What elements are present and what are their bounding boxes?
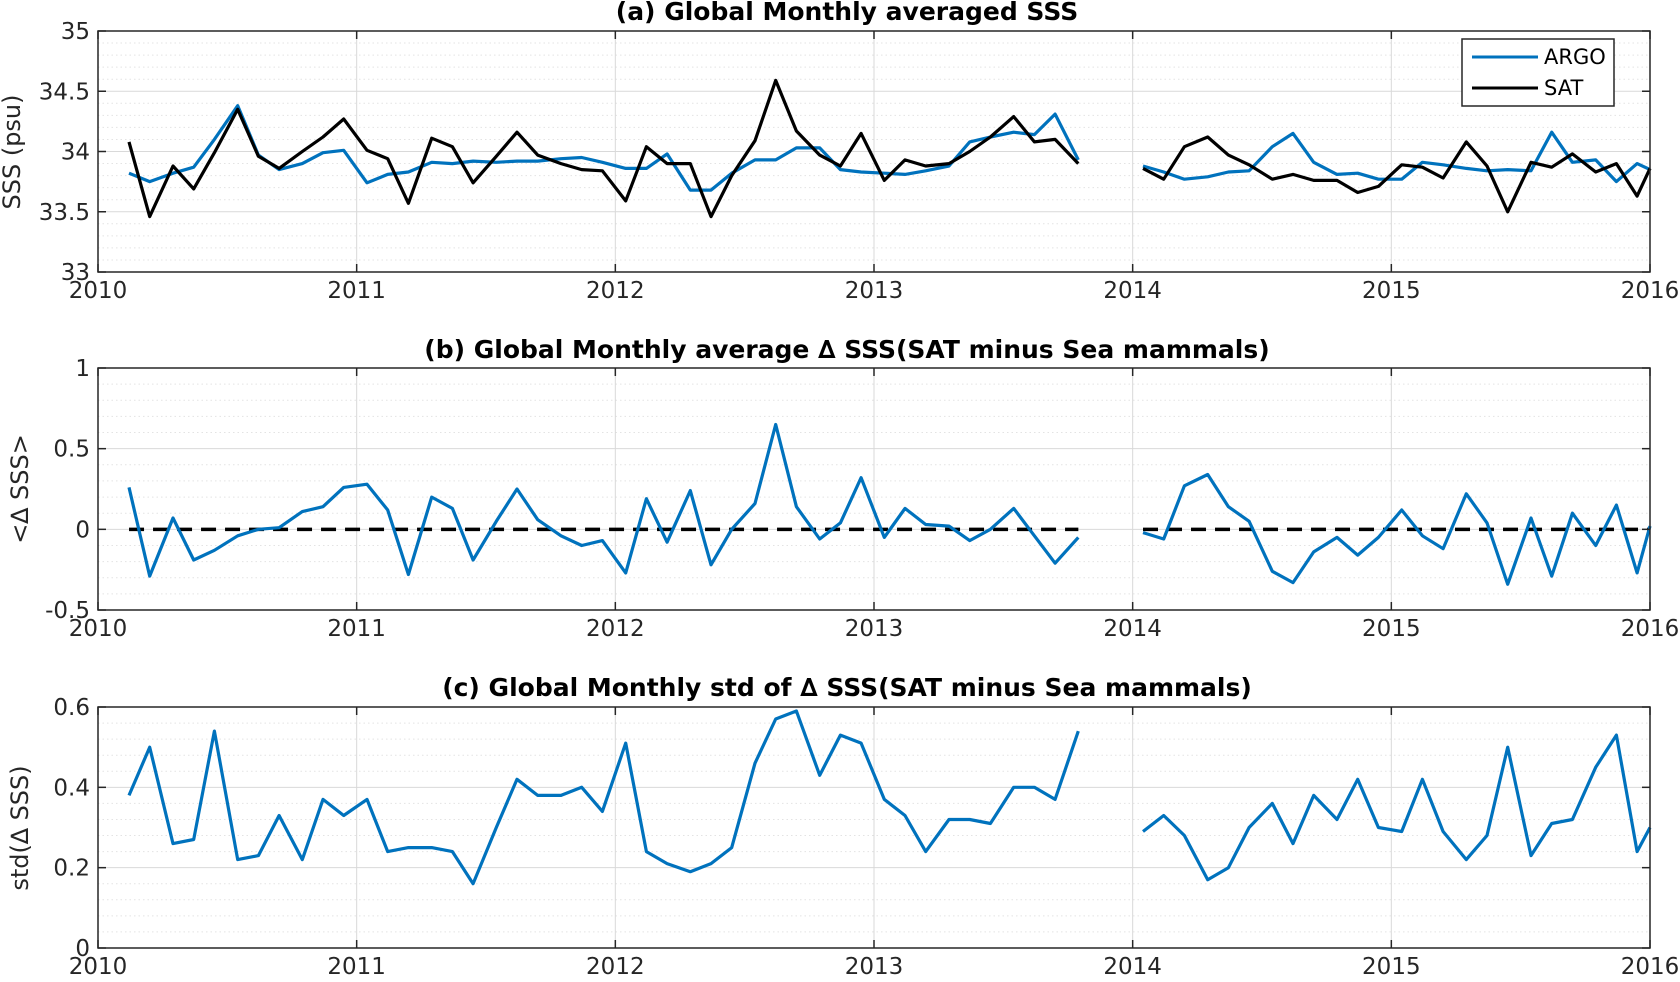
panel-a-legend: ARGO SAT: [1461, 38, 1615, 107]
x-tick-label: 2011: [327, 954, 386, 980]
y-tick-label: 0: [75, 517, 90, 543]
legend-box: [1461, 38, 1615, 107]
y-tick-label: 0.5: [53, 437, 90, 463]
x-tick-label: 2014: [1103, 954, 1162, 980]
series-line-delta-1: [127, 422, 1652, 586]
x-tick-label: 2012: [586, 954, 645, 980]
x-tick-label: 2015: [1362, 278, 1421, 304]
panel-a-ylabel: SSS (psu): [0, 94, 26, 209]
y-tick-label: 0.4: [53, 775, 90, 801]
x-tick-label: 2011: [327, 616, 386, 642]
panel-b-title: (b) Global Monthly average ∆ SSS(SAT min…: [424, 335, 1269, 364]
y-tick-label: 34: [61, 140, 90, 166]
x-tick-label: 2014: [1103, 278, 1162, 304]
x-tick-label: 2013: [845, 616, 904, 642]
panel-c-plot: 2010 2011 2012 2013 2014 2015 2016 0 0.2 0.4 0.6: [53, 695, 1679, 980]
panel-a-title: (a) Global Monthly averaged SSS: [616, 0, 1078, 26]
series-line-sat: [127, 78, 1652, 219]
y-tick-label: -0.5: [45, 598, 90, 624]
panel-a: (a) Global Monthly averaged SSS SSS (psu…: [0, 0, 1679, 304]
y-tick-label: 1: [75, 356, 90, 382]
y-tick-label: 34.5: [39, 79, 90, 105]
x-tick-label: 2013: [845, 954, 904, 980]
x-tick-label: 2010: [69, 954, 128, 980]
legend-sat-label: SAT: [1544, 76, 1583, 100]
x-tick-label: 2011: [327, 278, 386, 304]
x-tick-label: 2012: [586, 278, 645, 304]
panel-c-ylabel: std(∆ SSS): [6, 765, 34, 890]
x-tick-label: 2013: [845, 278, 904, 304]
x-tick-label: 2016: [1621, 616, 1680, 642]
x-tick-label: 2012: [586, 616, 645, 642]
x-tick-label: 2010: [69, 278, 128, 304]
x-tick-label: 2014: [1103, 616, 1162, 642]
x-tick-label: 2016: [1621, 278, 1680, 304]
y-tick-label: 33.5: [39, 200, 90, 226]
y-tick-label: 0: [75, 936, 90, 962]
x-tick-label: 2015: [1362, 954, 1421, 980]
panel-a-plot: 2010 2011 2012 2013 2014 2015 2016 33 33.5 34 34.5…: [39, 19, 1679, 304]
x-tick-label: 2015: [1362, 616, 1421, 642]
y-tick-label: 0.6: [53, 695, 90, 721]
panel-b: (b) Global Monthly average ∆ SSS(SAT min…: [6, 335, 1679, 642]
y-tick-label: 33: [61, 260, 90, 286]
series-line-argo: [128, 104, 1651, 192]
x-tick-label: 2010: [69, 616, 128, 642]
panel-b-plot: 2010 2011 2012 2013 2014 2015 2016 -0.5 0 0.5 1: [45, 356, 1679, 642]
panel-c: (c) Global Monthly std of ∆ SSS(SAT minu…: [6, 673, 1679, 980]
x-tick-label: 2016: [1621, 954, 1680, 980]
panel-b-ylabel: <∆ SSS>: [6, 434, 34, 544]
y-tick-label: 0.2: [53, 856, 90, 882]
y-tick-label: 35: [61, 19, 90, 45]
series-line-delta-2: [127, 709, 1652, 886]
panel-c-title: (c) Global Monthly std of ∆ SSS(SAT minu…: [442, 673, 1252, 702]
legend-argo-label: ARGO: [1544, 45, 1606, 69]
